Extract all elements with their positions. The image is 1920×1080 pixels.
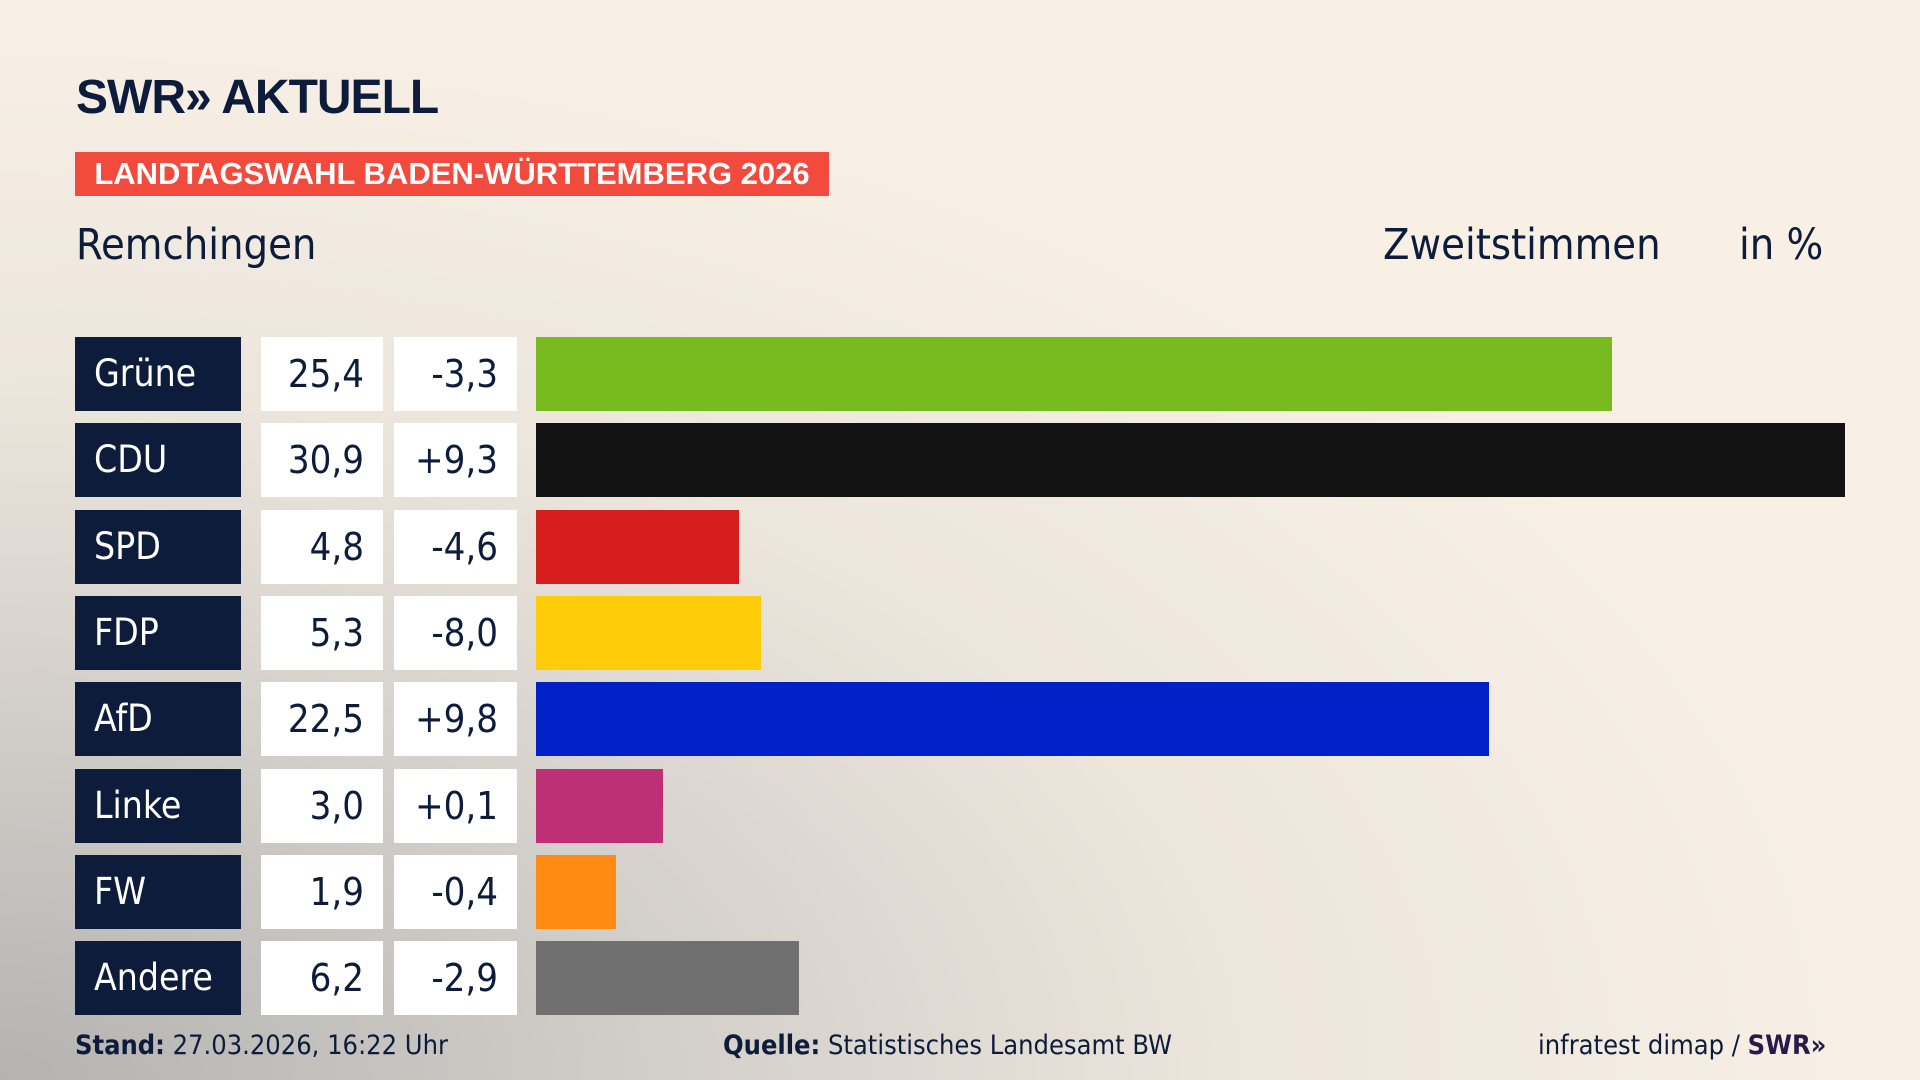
value-label: 22,5 [261,682,383,757]
bar-grüne [536,337,1612,411]
value-label: 25,4 [261,337,383,411]
bar-fdp [536,595,761,670]
party-label: Andere [75,941,241,1016]
bar-spd [536,509,740,584]
value-label: 5,3 [261,595,383,670]
diff-label: -4,6 [394,509,517,584]
diff-label: -3,3 [394,337,517,411]
bar-afd [536,682,1490,757]
diff-label: +9,3 [394,423,517,498]
diff-label: -2,9 [394,941,517,1016]
diff-label: +0,1 [394,768,517,843]
bar-linke [536,768,664,843]
diff-label: -8,0 [394,595,517,670]
party-label: SPD [75,509,241,584]
logo-text: SWR» AKTUELL [76,71,439,124]
diff-label: -0,4 [394,854,517,929]
value-label: 30,9 [261,423,383,498]
stand-value: 27.03.2026, 16:22 Uhr [172,1030,448,1061]
party-label: FW [75,854,241,929]
bar-andere [536,941,799,1016]
party-label: AfD [75,682,241,757]
footer-stand: Stand: 27.03.2026, 16:22 Uhr [75,1030,448,1061]
value-label: 4,8 [261,509,383,584]
election-banner: LANDTAGSWAHL BADEN-WÜRTTEMBERG 2026 [75,152,829,196]
value-label: 1,9 [261,854,383,929]
swr-aktuell-logo: SWR» AKTUELL [76,70,439,125]
source-label: Quelle: [723,1030,821,1061]
swr-brand: SWR» [1747,1030,1827,1061]
party-label: Grüne [75,337,241,411]
party-label: FDP [75,595,241,670]
footer-source: Quelle: Statistisches Landesamt BW [723,1030,1172,1061]
bar-fw [536,854,617,929]
source-value: Statistisches Landesamt BW [827,1030,1173,1061]
party-label: CDU [75,423,241,498]
bar-cdu [536,423,1845,498]
stand-label: Stand: [75,1030,165,1061]
unit-label: in % [1739,220,1824,270]
diff-label: +9,8 [394,682,517,757]
metric-label: Zweitstimmen [1383,220,1661,270]
party-label: Linke [75,768,241,843]
place-title: Remchingen [76,220,317,270]
value-label: 6,2 [261,941,383,1016]
footer-credit: infratest dimap / SWR» [1538,1030,1826,1061]
credit-text: infratest dimap / [1538,1030,1748,1061]
value-label: 3,0 [261,768,383,843]
